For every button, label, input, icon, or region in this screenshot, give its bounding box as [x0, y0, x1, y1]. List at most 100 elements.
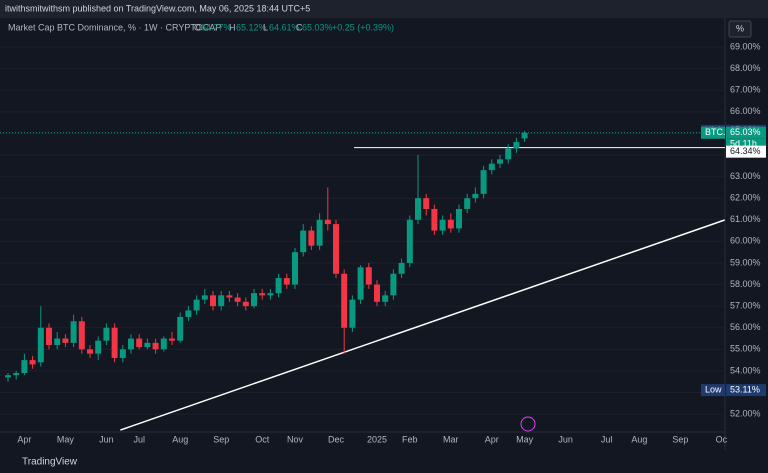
candle-body	[333, 224, 339, 274]
candle-body	[78, 321, 85, 350]
x-tick-label: Jun	[558, 434, 573, 444]
x-tick-label: Feb	[402, 434, 418, 444]
countdown: 5d 11h	[730, 139, 757, 149]
candle-body	[423, 198, 430, 209]
top-bar	[0, 0, 768, 18]
candle-body	[406, 219, 413, 263]
last-badge-label: 65.03%	[730, 127, 761, 137]
y-tick-label: 57.00%	[730, 301, 761, 311]
candle-body	[37, 327, 44, 363]
low-badge-bg	[726, 384, 766, 397]
candle-body	[103, 327, 110, 341]
scale-button-label[interactable]: %	[736, 23, 744, 33]
candle-body	[431, 208, 438, 231]
candle-body	[119, 349, 126, 358]
y-tick-label: 59.00%	[730, 257, 761, 267]
candle-body	[472, 193, 479, 199]
trendline	[120, 219, 725, 431]
y-tick-label: 58.00%	[730, 279, 761, 289]
l-label: L	[263, 22, 268, 32]
candle-body	[259, 293, 266, 296]
scale-button[interactable]	[728, 20, 752, 38]
candle-body	[144, 342, 151, 348]
l-value: 64.61%	[269, 22, 300, 32]
candle-body	[349, 299, 356, 328]
candle-body	[497, 159, 503, 164]
x-tick-label: Aug	[172, 434, 188, 444]
x-tick-label: Apr	[17, 434, 31, 444]
candle-body	[29, 360, 36, 365]
candle-body	[464, 198, 471, 209]
x-tick-label: Oc	[716, 434, 728, 444]
x-tick-label: Nov	[287, 434, 304, 444]
change: +0.25 (+0.39%)	[332, 22, 394, 32]
y-tick-label: 52.00%	[730, 408, 761, 418]
candle-body	[46, 327, 52, 345]
y-tick-label: 55.00%	[730, 344, 761, 354]
event-icon[interactable]	[520, 416, 536, 432]
candle-body	[447, 219, 454, 229]
x-tick-label: Sep	[213, 434, 229, 444]
low-badge-name-bg	[701, 384, 725, 397]
candle-body	[292, 252, 298, 285]
y-tick-label: 60.00%	[730, 236, 761, 246]
candle-body	[62, 338, 69, 343]
candle-body	[324, 219, 331, 225]
symbol: Market Cap BTC Dominance, % · 1W · CRYPT…	[8, 22, 221, 32]
candle-body	[415, 198, 421, 220]
candle-body	[283, 278, 290, 285]
countdown-bg	[726, 138, 766, 150]
x-tick-label: Dec	[328, 434, 345, 444]
candle-body	[357, 267, 364, 300]
candle-body	[21, 360, 28, 374]
h-label: H	[229, 22, 236, 32]
logo: TradingView	[22, 457, 78, 468]
candle-body	[521, 132, 528, 139]
y-tick-label: 69.00%	[730, 41, 761, 51]
x-tick-label: Oct	[255, 434, 270, 444]
y-tick-label: 67.00%	[730, 85, 761, 95]
x-tick-label: Jul	[601, 434, 613, 444]
o-label: O	[194, 22, 201, 32]
candle-body	[177, 316, 184, 341]
candle-body	[87, 349, 93, 354]
hline-badge: 64.34%	[730, 146, 761, 156]
x-tick-label: May	[516, 434, 534, 444]
candle-body	[13, 373, 20, 376]
header: Market Cap BTC Dominance, % · 1W · CRYPT…	[8, 22, 394, 32]
candle-body	[341, 273, 348, 328]
footer	[0, 452, 768, 473]
candle-body	[70, 321, 77, 343]
candle-body	[300, 230, 307, 253]
candle-body	[5, 375, 11, 378]
y-tick-label: 54.00%	[730, 365, 761, 375]
y-tick-label: 66.00%	[730, 106, 761, 116]
candle-body	[169, 338, 175, 341]
candle-body	[234, 297, 241, 302]
candle-body	[136, 338, 143, 348]
candle-body	[201, 295, 208, 300]
x-tick-label: Mar	[443, 434, 459, 444]
candle-body	[242, 301, 249, 307]
x-tick-label: May	[57, 434, 75, 444]
candle-body	[488, 163, 495, 171]
low-badge-label: 53.11%	[730, 384, 760, 394]
candle-body	[54, 338, 61, 345]
x-tick-label: Sep	[672, 434, 688, 444]
candle-body	[111, 327, 118, 358]
o-value: 64.77%	[201, 22, 232, 32]
candle-body	[160, 338, 167, 350]
publisher: itwithsmitwithsm published on TradingVie…	[5, 3, 310, 13]
candle-body	[374, 284, 380, 302]
candle-body	[439, 219, 446, 231]
y-tick-label: 68.00%	[730, 63, 761, 73]
candle-body	[185, 310, 192, 317]
candle-body	[251, 293, 257, 307]
candle-body	[513, 142, 520, 149]
last-badge-name-bg	[701, 126, 725, 139]
y-tick-label: 61.00%	[730, 214, 761, 224]
candle-body	[226, 295, 233, 298]
candle-body	[193, 299, 200, 311]
x-tick-label: Jun	[99, 434, 114, 444]
